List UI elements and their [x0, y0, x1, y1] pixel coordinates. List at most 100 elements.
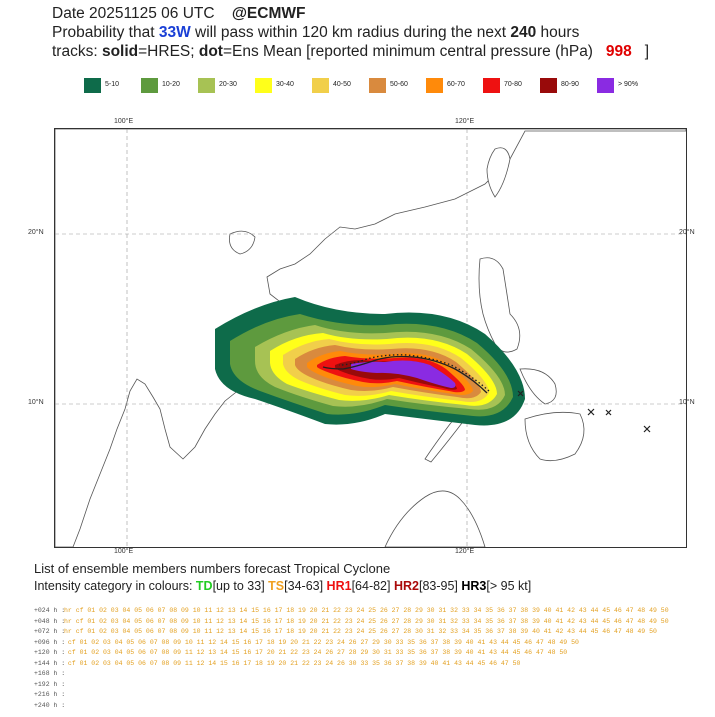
dot-label: dot [198, 43, 223, 60]
legend-label: 10-20 [162, 81, 180, 88]
ensemble-row: +240 h : [34, 701, 669, 712]
x-mark-icon [605, 409, 612, 416]
ensemble-lead-time: +072 h : [34, 628, 66, 635]
legend-swatch [369, 78, 386, 93]
ensemble-markers [517, 390, 651, 433]
ensemble-lead-time: +168 h : [34, 670, 66, 677]
storm-tracks [322, 354, 490, 394]
ensemble-members: cf 01 02 03 04 05 06 07 08 09 10 11 12 1… [64, 638, 579, 646]
ensemble-lead-time: +192 h : [34, 680, 66, 688]
x-mark-icon [643, 425, 651, 433]
ens-mean-track [338, 354, 490, 392]
swath-over-90 [351, 360, 456, 388]
legend-swatch [141, 78, 158, 93]
solid-label: solid [101, 43, 139, 60]
forecast-hours: 240 [510, 24, 537, 41]
category-hr1: HR1 [326, 579, 352, 593]
ensemble-row: +144 h : cf 01 02 03 04 05 06 07 08 09 1… [34, 659, 669, 670]
category-ts: TS [268, 579, 285, 593]
footer-text: [> 95 kt] [486, 579, 532, 593]
footer-categories: Intensity category in colours: TD[up to … [34, 578, 531, 594]
land-outlines [55, 129, 686, 547]
header-source: @ECMWF [231, 5, 306, 22]
footer-text: [34-63] [284, 579, 327, 593]
legend-swatch [483, 78, 500, 93]
legend-label: 60-70 [447, 81, 465, 88]
ensemble-row: +048 h :hr cf 01 02 03 04 05 06 07 08 09… [34, 617, 669, 628]
ensemble-row: +168 h : [34, 669, 669, 680]
header-text: tracks: [52, 43, 102, 60]
legend-label: 5-10 [105, 81, 120, 88]
ensemble-table: +024 h :hr cf 01 02 03 04 05 06 07 08 09… [34, 606, 669, 711]
header-line-3: tracks: solid=HRES; dot=Ens Mean [report… [52, 42, 649, 61]
ensemble-lead-time: +144 h : [34, 659, 66, 667]
axis-lon-bottom-left: 100°E [114, 548, 134, 555]
axis-lat-right-top: 20°N [679, 229, 695, 236]
header-text: =Ens Mean [reported minimum central pres… [222, 43, 598, 60]
legend-label: > 90% [618, 81, 639, 88]
ensemble-members: hr cf 01 02 03 04 05 06 07 08 09 10 11 1… [64, 617, 669, 625]
ensemble-row: +192 h : [34, 680, 669, 691]
axis-lon-bottom-right: 120°E [455, 548, 475, 555]
hainan-island [229, 230, 256, 255]
legend-label: 40-50 [333, 81, 351, 88]
borneo-island [384, 490, 486, 547]
legend-swatch [255, 78, 272, 93]
legend-label: 30-40 [276, 81, 294, 88]
map-svg [55, 129, 686, 547]
map-frame [54, 128, 687, 548]
header-line-2: Probability that 33W will pass within 12… [52, 23, 649, 42]
header-date: Date 20251125 06 UTC [52, 5, 215, 22]
ensemble-row: +072 h :hr cf 01 02 03 04 05 06 07 08 09… [34, 627, 669, 638]
ensemble-members: hr cf 01 02 03 04 05 06 07 08 09 10 11 1… [64, 607, 669, 614]
header-line-1: Date 20251125 06 UTC @ECMWF [52, 4, 649, 23]
ensemble-lead-time: +120 h : [34, 649, 66, 656]
ensemble-row: +216 h : [34, 690, 669, 701]
footer-text: [up to 33] [212, 579, 269, 593]
header-text: =HRES; [138, 43, 199, 60]
footer-text: Intensity category in colours: [34, 579, 196, 593]
axis-lat-left-top: 20°N [28, 229, 44, 236]
legend-swatch [597, 78, 614, 93]
axis-lat-right-bottom: 10°N [679, 399, 695, 406]
ensemble-lead-time: +024 h : [34, 607, 66, 614]
storm-id: 33W [158, 24, 191, 41]
legend-swatch [426, 78, 443, 93]
ensemble-members: cf 01 02 03 04 05 06 07 08 09 11 12 13 1… [64, 649, 568, 656]
header-text: will pass within 120 km radius during th… [190, 24, 511, 41]
category-hr2: HR2 [393, 579, 419, 593]
probability-swath [215, 297, 525, 426]
legend-label: 20-30 [219, 81, 237, 88]
ensemble-row: +024 h :hr cf 01 02 03 04 05 06 07 08 09… [34, 606, 669, 617]
luzon-island [478, 257, 521, 353]
x-mark-icon [517, 390, 524, 397]
hres-track [322, 355, 488, 394]
map-header: Date 20251125 06 UTC @ECMWF Probability … [52, 4, 649, 61]
legend-label: 80-90 [561, 81, 579, 88]
x-mark-icon [587, 408, 595, 416]
taiwan-island [486, 147, 511, 198]
category-hr3: HR3 [461, 579, 487, 593]
header-text: hours [536, 24, 580, 41]
ensemble-lead-time: +216 h : [34, 691, 66, 698]
legend-swatch [84, 78, 101, 93]
footer-title: List of ensemble members numbers forecas… [34, 561, 391, 576]
ensemble-lead-time: +048 h : [34, 617, 66, 625]
ensemble-lead-time: +096 h : [34, 638, 66, 646]
ensemble-members: hr cf 01 02 03 04 05 06 07 08 09 10 11 1… [64, 628, 657, 635]
legend-label: 50-60 [390, 81, 408, 88]
header-text: ] [640, 43, 650, 60]
legend-label: 70-80 [504, 81, 522, 88]
pressure-value: 998 [605, 43, 632, 60]
legend-swatch [312, 78, 329, 93]
category-td: TD [195, 579, 213, 593]
footer-text: [64-82] [351, 579, 394, 593]
ensemble-row: +120 h : cf 01 02 03 04 05 06 07 08 09 1… [34, 648, 669, 659]
ensemble-members: cf 01 02 03 04 05 06 07 08 09 11 12 14 1… [64, 659, 521, 667]
axis-lat-left-bottom: 10°N [28, 399, 44, 406]
axis-lon-top-left: 100°E [114, 118, 134, 125]
ensemble-lead-time: +240 h : [34, 701, 66, 709]
header-text: Probability that [52, 24, 159, 41]
footer-text: [83-95] [418, 579, 462, 593]
legend-swatch [540, 78, 557, 93]
